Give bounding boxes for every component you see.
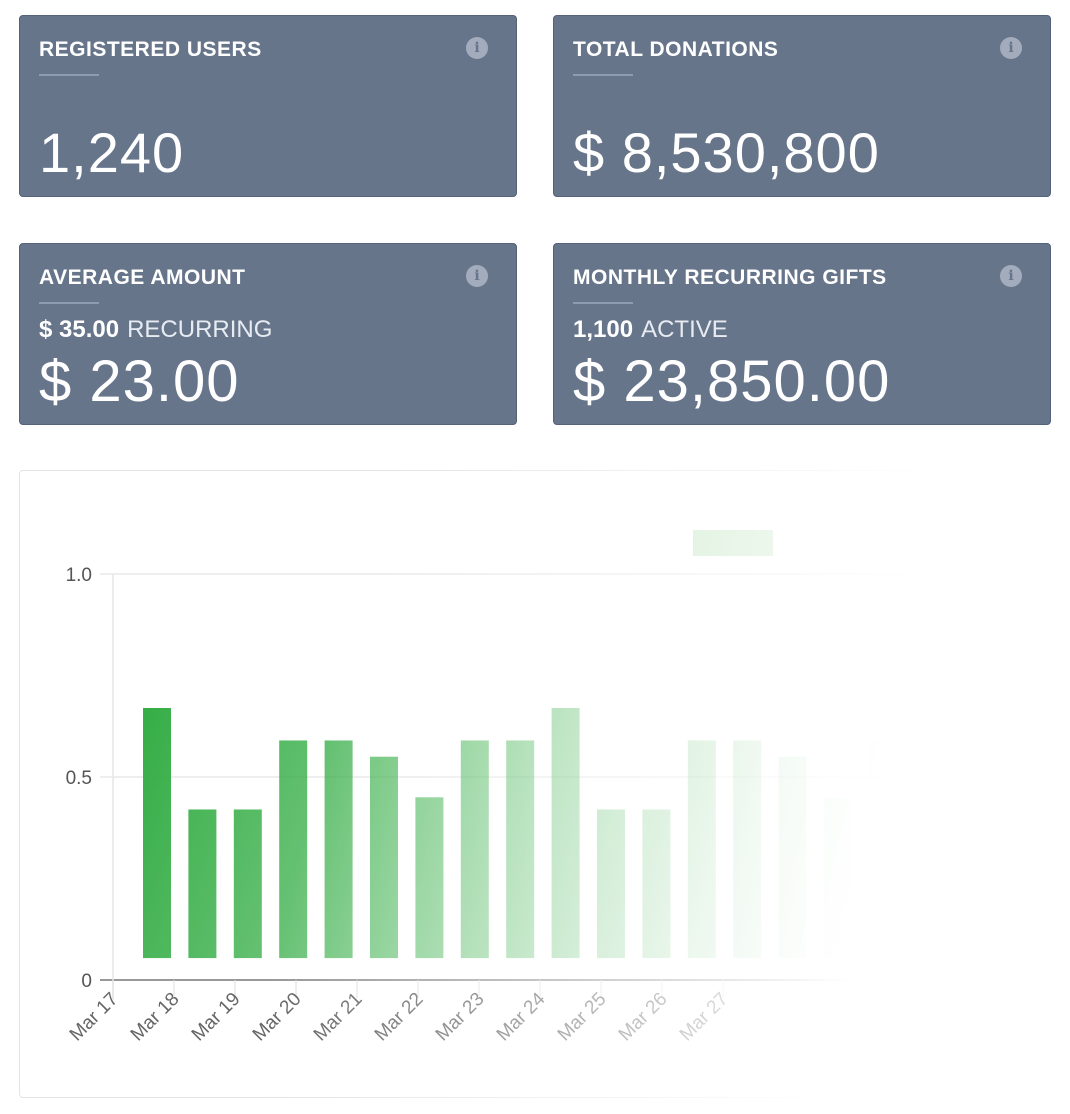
card-value: $ 8,530,800 bbox=[573, 121, 880, 184]
card-title: TOTAL DONATIONS bbox=[573, 38, 779, 61]
info-icon[interactable]: i bbox=[466, 265, 488, 287]
x-tick-label: Mar 17 bbox=[66, 989, 123, 1046]
x-tick-label: Mar 24 bbox=[493, 988, 550, 1045]
card-subvalue: $ 35.00 RECURRING bbox=[39, 316, 272, 344]
sub-value: 1,100 bbox=[573, 316, 634, 343]
y-tick-label: 1.0 bbox=[66, 565, 92, 586]
bar bbox=[188, 809, 217, 959]
divider bbox=[39, 302, 99, 304]
total-donations-card: TOTAL DONATIONS i $ 8,530,800 bbox=[553, 15, 1051, 197]
card-subvalue: 1,100 ACTIVE bbox=[573, 316, 728, 344]
bar bbox=[824, 797, 852, 959]
info-icon[interactable]: i bbox=[1000, 265, 1022, 287]
bar bbox=[687, 740, 716, 959]
bar bbox=[460, 740, 489, 959]
x-tick-label: Mar 21 bbox=[310, 989, 367, 1046]
average-amount-card: AVERAGE AMOUNT i $ 35.00 RECURRING $ 23.0… bbox=[19, 243, 517, 425]
divider bbox=[573, 74, 633, 76]
y-tick-label: 0.5 bbox=[66, 768, 92, 789]
bar bbox=[324, 740, 353, 959]
bar bbox=[143, 707, 171, 959]
info-icon[interactable]: i bbox=[1000, 37, 1022, 59]
info-icon[interactable]: i bbox=[466, 37, 488, 59]
x-tick-label: Mar 27 bbox=[676, 989, 733, 1046]
bar bbox=[733, 740, 762, 959]
divider bbox=[573, 302, 633, 304]
card-title: REGISTERED USERS bbox=[39, 38, 262, 61]
card-title: AVERAGE AMOUNT bbox=[39, 266, 246, 289]
x-tick-label: Mar 20 bbox=[249, 989, 306, 1046]
x-tick-label: Mar 22 bbox=[371, 989, 428, 1046]
sub-label: ACTIVE bbox=[641, 316, 728, 343]
card-value: $ 23.00 bbox=[39, 349, 240, 414]
bar bbox=[506, 740, 535, 959]
x-tick-label: Mar 26 bbox=[615, 989, 672, 1046]
divider bbox=[39, 74, 99, 76]
bar bbox=[551, 707, 580, 959]
card-title: MONTHLY RECURRING GIFTS bbox=[573, 266, 887, 289]
y-tick-label: 0 bbox=[81, 971, 92, 992]
monthly-recurring-gifts-card: MONTHLY RECURRING GIFTS i 1,100 ACTIVE $ … bbox=[553, 243, 1051, 425]
bar bbox=[279, 740, 308, 959]
bar bbox=[642, 809, 671, 959]
sub-label: RECURRING bbox=[127, 316, 273, 343]
x-tick-label: Mar 18 bbox=[127, 989, 184, 1046]
bar bbox=[415, 797, 444, 959]
bar bbox=[597, 809, 625, 959]
bar bbox=[370, 756, 398, 959]
card-value: 1,240 bbox=[39, 121, 185, 184]
bar bbox=[778, 756, 807, 959]
bar bbox=[869, 740, 898, 959]
bar bbox=[233, 809, 262, 959]
x-tick-label: Mar 23 bbox=[432, 989, 489, 1046]
x-tick-label: Mar 25 bbox=[554, 989, 611, 1046]
sub-value: $ 35.00 bbox=[39, 316, 120, 343]
card-value: $ 23,850.00 bbox=[573, 349, 891, 414]
registered-users-card: REGISTERED USERS i 1,240 bbox=[19, 15, 517, 197]
x-tick-label: Mar 19 bbox=[188, 989, 245, 1046]
legend-swatch bbox=[693, 530, 773, 556]
